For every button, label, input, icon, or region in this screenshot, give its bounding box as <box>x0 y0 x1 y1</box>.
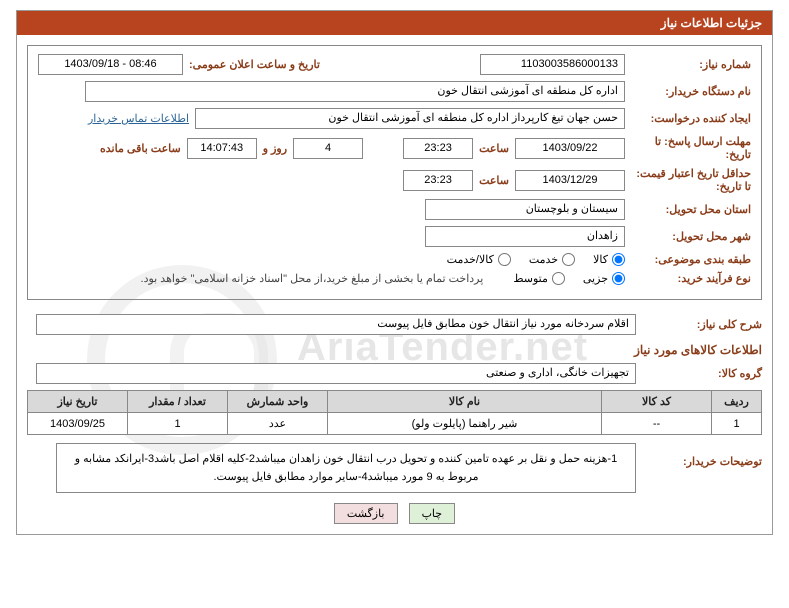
cell-row: 1 <box>712 413 762 435</box>
summary-field: اقلام سردخانه مورد نیاز انتقال خون مطابق… <box>36 314 636 335</box>
validity-label: حداقل تاریخ اعتبار قیمت: تا تاریخ: <box>631 167 751 193</box>
table-row: 1 -- شیر راهنما (پایلوت ولو) عدد 1 1403/… <box>28 413 762 435</box>
city-field: زاهدان <box>425 226 625 247</box>
buyer-org-field: اداره کل منطقه ای آموزشی انتقال خون <box>85 81 625 102</box>
goods-table: ردیف کد کالا نام کالا واحد شمارش تعداد /… <box>27 390 762 435</box>
time-remaining-field: 14:07:43 <box>187 138 257 159</box>
radio-medium-input[interactable] <box>552 272 565 285</box>
inner-frame: شماره نیاز: 1103003586000133 تاریخ و ساع… <box>27 45 762 300</box>
goods-group-field: تجهیزات خانگی، اداری و صنعتی <box>36 363 636 384</box>
th-unit: واحد شمارش <box>228 391 328 413</box>
buyer-org-label: نام دستگاه خریدار: <box>631 85 751 98</box>
th-date: تاریخ نیاز <box>28 391 128 413</box>
cell-code: -- <box>602 413 712 435</box>
th-row: ردیف <box>712 391 762 413</box>
city-label: شهر محل تحویل: <box>631 230 751 243</box>
radio-service-input[interactable] <box>562 253 575 266</box>
th-qty: تعداد / مقدار <box>128 391 228 413</box>
goods-group-label: گروه کالا: <box>642 367 762 380</box>
radio-partial[interactable]: جزیی <box>583 272 625 285</box>
days-remaining-field: 4 <box>293 138 363 159</box>
deadline-date-field: 1403/09/22 <box>515 138 625 159</box>
category-label: طبقه بندی موضوعی: <box>631 253 751 266</box>
cell-date: 1403/09/25 <box>28 413 128 435</box>
radio-goods[interactable]: کالا <box>593 253 625 266</box>
validity-time-field: 23:23 <box>403 170 473 191</box>
cell-qty: 1 <box>128 413 228 435</box>
time-label-1: ساعت <box>479 142 509 155</box>
goods-info-title: اطلاعات کالاهای مورد نیاز <box>27 343 762 357</box>
table-header-row: ردیف کد کالا نام کالا واحد شمارش تعداد /… <box>28 391 762 413</box>
remaining-label: ساعت باقی مانده <box>100 142 181 155</box>
th-code: کد کالا <box>602 391 712 413</box>
contact-link[interactable]: اطلاعات تماس خریدار <box>88 112 189 125</box>
summary-label: شرح کلی نیاز: <box>642 318 762 331</box>
radio-goods-input[interactable] <box>612 253 625 266</box>
need-number-field: 1103003586000133 <box>480 54 625 75</box>
province-label: استان محل تحویل: <box>631 203 751 216</box>
time-label-2: ساعت <box>479 174 509 187</box>
payment-note: پرداخت تمام یا بخشی از مبلغ خرید،از محل … <box>141 272 484 285</box>
cell-name: شیر راهنما (پایلوت ولو) <box>328 413 602 435</box>
radio-goods-service-input[interactable] <box>498 253 511 266</box>
radio-partial-input[interactable] <box>612 272 625 285</box>
buyer-notes-box: 1-هزینه حمل و نقل بر عهده تامین کننده و … <box>56 443 636 493</box>
print-button[interactable]: چاپ <box>409 503 456 524</box>
province-field: سیستان و بلوچستان <box>425 199 625 220</box>
radio-medium[interactable]: متوسط <box>513 272 565 285</box>
requester-field: حسن جهان تیغ کارپرداز اداره کل منطقه ای … <box>195 108 625 129</box>
radio-goods-service[interactable]: کالا/خدمت <box>447 253 511 266</box>
validity-date-field: 1403/12/29 <box>515 170 625 191</box>
back-button[interactable]: بازگشت <box>334 503 398 524</box>
panel-title: جزئیات اطلاعات نیاز <box>17 11 772 35</box>
purchase-type-label: نوع فرآیند خرید: <box>631 272 751 285</box>
th-name: نام کالا <box>328 391 602 413</box>
and-label: روز و <box>263 142 287 155</box>
details-panel: جزئیات اطلاعات نیاز AriaTender.net شماره… <box>16 10 773 535</box>
deadline-time-field: 23:23 <box>403 138 473 159</box>
purchase-radio-group: جزیی متوسط <box>513 272 625 285</box>
footer: چاپ بازگشت <box>27 503 762 524</box>
requester-label: ایجاد کننده درخواست: <box>631 112 751 125</box>
buyer-notes-label: توضیحات خریدار: <box>642 443 762 468</box>
radio-service[interactable]: خدمت <box>529 253 575 266</box>
cell-unit: عدد <box>228 413 328 435</box>
category-radio-group: کالا خدمت کالا/خدمت <box>447 253 625 266</box>
announce-field: 1403/09/18 - 08:46 <box>38 54 183 75</box>
deadline-label: مهلت ارسال پاسخ: تا تاریخ: <box>631 135 751 161</box>
announce-label: تاریخ و ساعت اعلان عمومی: <box>189 58 320 71</box>
need-number-label: شماره نیاز: <box>631 58 751 71</box>
